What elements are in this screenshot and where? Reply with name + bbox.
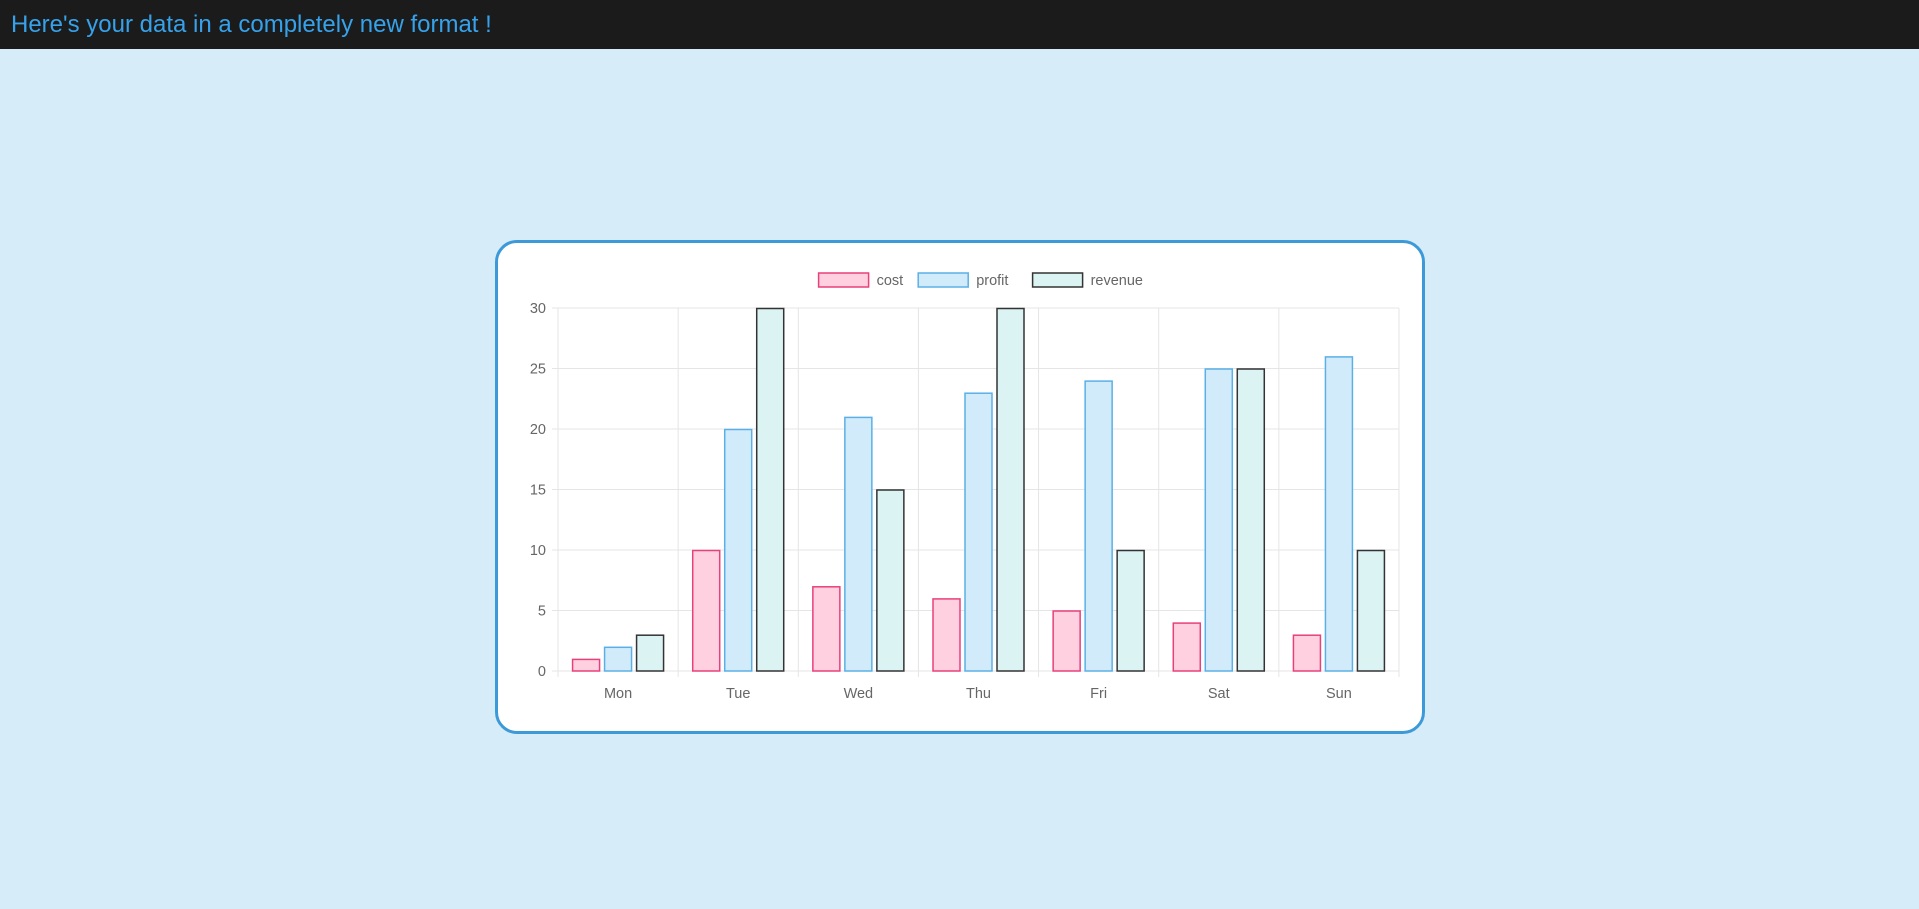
bar-revenue-mon: [635, 634, 665, 672]
bar-revenue-sun: [1356, 549, 1386, 672]
bar-profit-mon: [603, 646, 633, 672]
legend-label-revenue: revenue: [1091, 273, 1143, 289]
bar-cost-tue: [691, 549, 721, 672]
bar-revenue-tue: [755, 307, 785, 672]
y-tick-label: 10: [530, 543, 546, 559]
bars: [571, 307, 1386, 672]
x-tick-label: Sun: [1326, 686, 1352, 702]
y-tick-label: 30: [530, 301, 546, 317]
top-bar: Here's your data in a completely new for…: [0, 0, 1919, 49]
legend-swatch-cost: [817, 272, 870, 288]
y-tick-label: 15: [530, 483, 546, 499]
legend: cost profit revenue: [817, 272, 1143, 289]
bar-profit-wed: [844, 416, 873, 672]
bar-profit-tue: [723, 428, 753, 672]
bar-revenue-sat: [1236, 368, 1266, 672]
bar-revenue-thu: [996, 307, 1025, 672]
y-tick-label: 20: [530, 422, 546, 438]
x-tick-label: Mon: [604, 686, 632, 702]
bar-revenue-fri: [1116, 549, 1145, 672]
bar-profit-fri: [1084, 380, 1113, 672]
bar-profit-sat: [1204, 368, 1234, 672]
bar-cost-mon: [571, 658, 601, 672]
legend-swatch-revenue: [1031, 272, 1084, 288]
bar-cost-wed: [812, 586, 841, 672]
x-tick-label: Wed: [844, 686, 874, 702]
chart-card: 0 5 10 15 20 25 30 Mon Tue Wed Thu Fri Sat Sun cost pro…: [495, 240, 1425, 734]
legend-label-cost: cost: [877, 273, 904, 289]
x-tick-label: Sat: [1208, 686, 1230, 702]
bar-profit-thu: [964, 392, 993, 672]
legend-swatch-profit: [917, 272, 969, 288]
y-tick-label: 0: [538, 664, 546, 680]
legend-label-profit: profit: [976, 273, 1008, 289]
bar-cost-sun: [1292, 634, 1322, 672]
x-tick-label: Thu: [966, 686, 991, 702]
bar-revenue-wed: [876, 489, 905, 672]
bar-cost-thu: [932, 598, 961, 672]
page-title: Here's your data in a completely new for…: [11, 11, 492, 38]
x-tick-label: Fri: [1090, 686, 1107, 702]
y-tick-label: 5: [538, 604, 546, 620]
bar-cost-fri: [1052, 610, 1081, 672]
bar-cost-sat: [1172, 622, 1202, 672]
bar-profit-sun: [1324, 356, 1354, 672]
bar-chart: 0 5 10 15 20 25 30 Mon Tue Wed Thu Fri Sat Sun cost pro…: [530, 272, 1400, 702]
x-tick-label: Tue: [726, 686, 750, 702]
y-tick-label: 25: [530, 362, 546, 378]
